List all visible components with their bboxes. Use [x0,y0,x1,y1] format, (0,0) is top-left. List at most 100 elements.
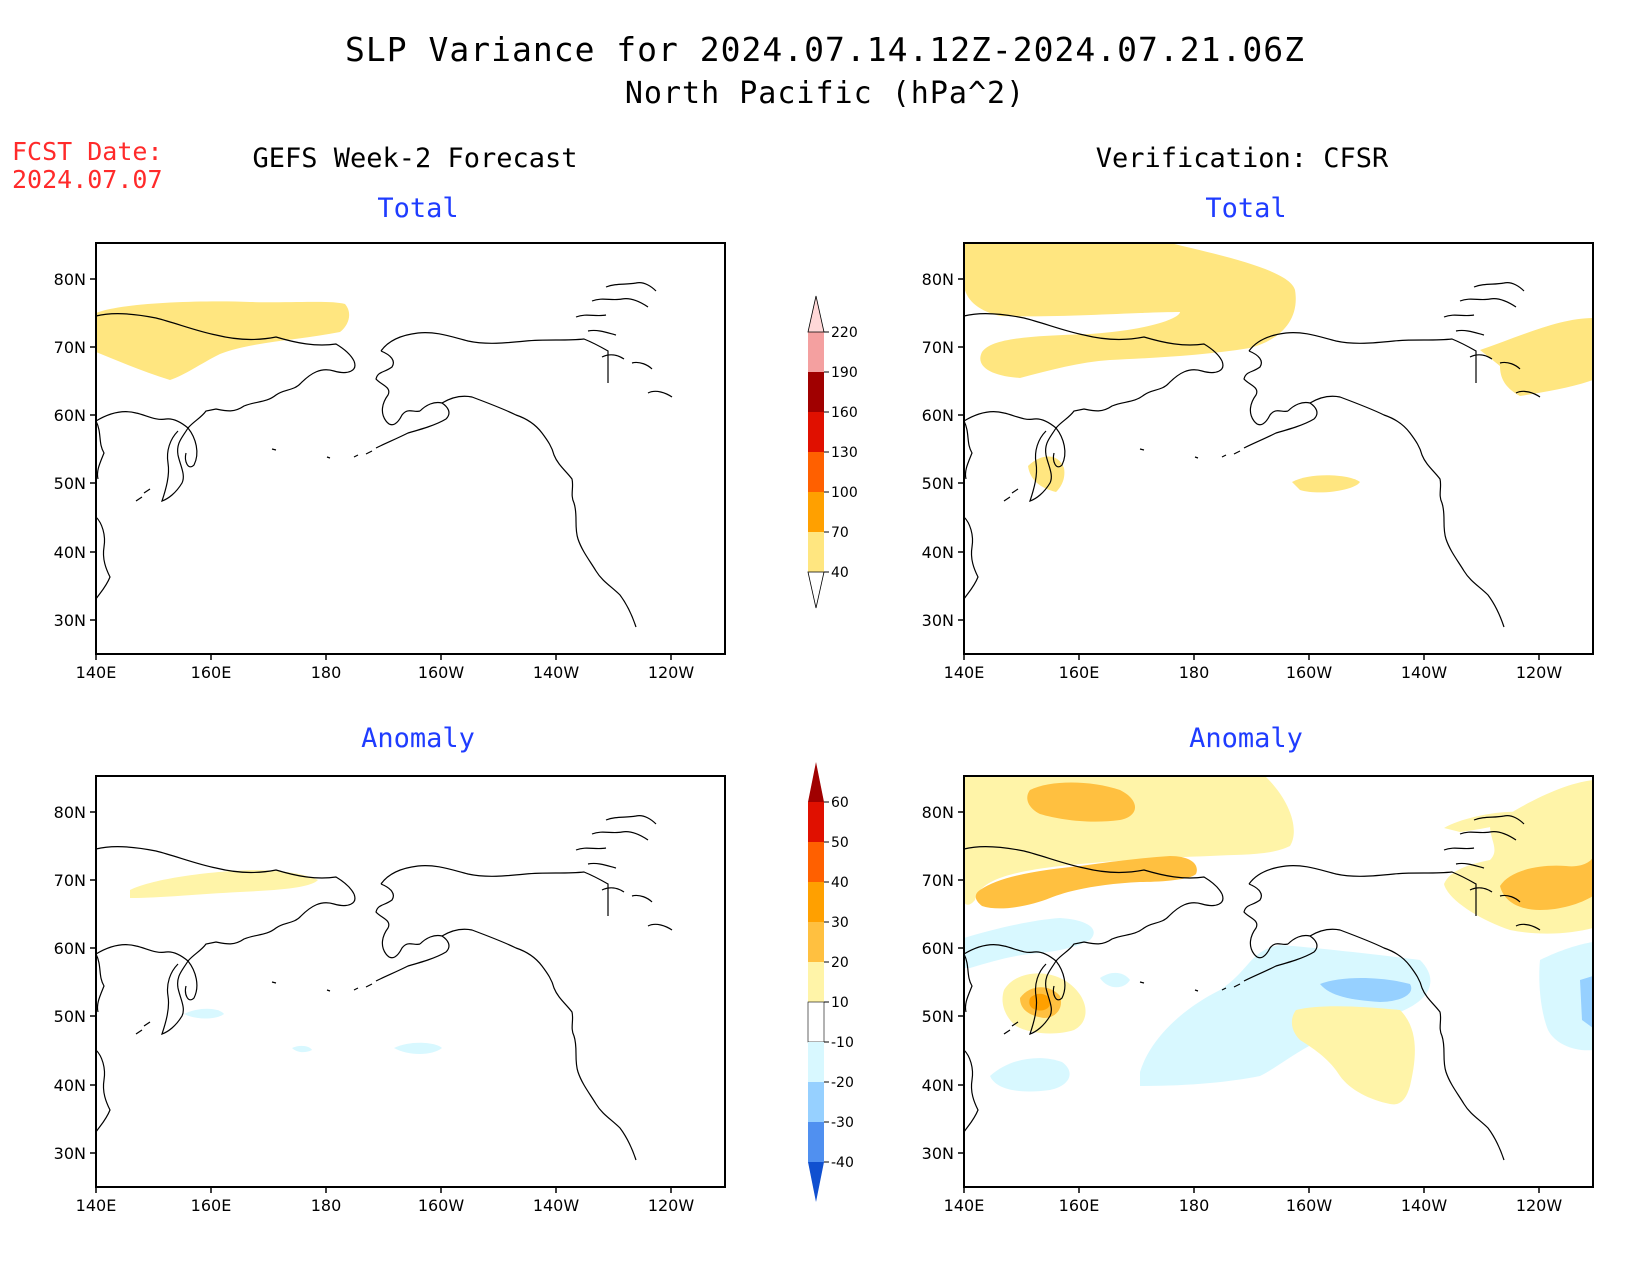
colorbar-anomaly-box [808,922,824,962]
lat-tick-label: 50N [922,474,954,493]
verification-anomaly-neg10-mid [1100,972,1130,988]
panel-title-forecast-total: Total [377,193,459,224]
lat-tick-label: 60N [922,939,954,958]
map-forecast-total [95,242,726,655]
verification-total-contour-40-a [964,243,1296,378]
lon-tick-label: 160W [418,1196,465,1215]
colorbar-total-bottom-triangle [807,571,825,609]
map-forecast-anomaly [95,775,726,1188]
frame-verification-total [963,242,1594,655]
lon-tick-label: 120W [1516,1196,1563,1215]
colorbar-total-box [808,492,824,532]
verification-total-contour-40-c [1028,456,1065,492]
lon-tick-label: 140W [1401,663,1448,682]
lat-tick-label: 60N [54,406,86,425]
map-verification-anomaly [963,775,1594,1188]
coastline-forecast-anomaly [95,815,673,1161]
lat-tick-label: 70N [922,871,954,890]
lat-tick-label: 80N [54,803,86,822]
verification-total-contour-40-d [1292,475,1360,493]
lon-tick-label: 140W [533,663,580,682]
verification-anomaly-neg20-east [1580,976,1593,1028]
colorbar-anomaly: 60 50 40 30 20 10 -10 -20 -30 -40 [807,762,854,1202]
verification-anomaly-pos10-ne [1444,780,1593,934]
panel-title-forecast-anomaly: Anomaly [361,723,475,754]
frame-verification-anomaly [963,775,1594,1188]
colorbar-total-label: 160 [831,405,858,421]
colorbar-total-top-triangle [807,295,825,333]
colorbar-anomaly-label: 50 [831,835,849,851]
colorbar-anomaly-box [807,1001,825,1043]
lat-tick-label: 80N [922,270,954,289]
colorbar-total-label: 130 [831,445,858,461]
forecast-anomaly-contour-neg10-c [292,1045,312,1053]
lat-tick-label: 70N [54,338,86,357]
right-column-title: Verification: CFSR [1095,143,1389,174]
verification-anomaly-neg10-east [1539,942,1593,1051]
colorbar-anomaly-top-triangle [808,762,824,802]
colorbar-anomaly-label: 30 [831,915,849,931]
lat-tick-label: 40N [922,543,954,562]
colorbar-total-box [808,452,824,492]
verification-anomaly-neg20 [1320,978,1412,1002]
chart-subtitle: North Pacific (hPa^2) [624,76,1026,111]
left-column-title: GEFS Week-2 Forecast [252,143,578,174]
lon-tick-label: 120W [648,663,695,682]
colorbar-total-label: 70 [831,525,849,541]
lat-tick-label: 50N [54,1007,86,1026]
colorbar-total-label: 40 [831,565,849,581]
lat-tick-label: 70N [922,338,954,357]
lon-tick-label: 180 [1179,663,1210,682]
colorbar-anomaly-label: 40 [831,875,849,891]
frame-forecast-total [95,242,726,655]
lon-tick-label: 140W [1401,1196,1448,1215]
forecast-anomaly-contour-pos10 [130,870,318,898]
colorbar-anomaly-bottom-triangle [808,1162,824,1202]
lon-tick-label: 160W [1286,663,1333,682]
lat-tick-label: 40N [54,543,86,562]
axis-labels: 80N 70N 60N 50N 40N 30N 140E 160E 180 160W 140W 120… [54,270,1563,1215]
map-verification-total [963,242,1594,655]
colorbar-total: 40 70 100 130 160 190 220 [807,295,858,609]
colorbar-total-box [808,412,824,452]
verification-anomaly-pos20-c [1500,856,1593,910]
lon-tick-label: 180 [1179,1196,1210,1215]
colorbar-anomaly-label: 10 [831,995,849,1011]
lon-tick-label: 120W [1516,663,1563,682]
verification-anomaly-pos30 [1029,993,1051,1011]
forecast-date-label: FCST Date: [12,137,163,166]
colorbar-anomaly-box [808,842,824,882]
colorbar-anomaly-label: -20 [831,1075,854,1091]
lat-tick-label: 80N [922,803,954,822]
verification-total-contour-40-b [1480,318,1593,396]
lat-tick-label: 30N [54,1144,86,1163]
forecast-date-value: 2024.07.07 [12,165,163,194]
lon-tick-label: 160E [191,663,232,682]
colorbar-total-label: 220 [831,325,858,341]
lat-tick-label: 30N [922,1144,954,1163]
lat-tick-label: 60N [54,939,86,958]
verification-anomaly-neg10-sw [990,1058,1070,1092]
lat-tick-label: 70N [54,871,86,890]
forecast-total-contour-40 [96,301,350,380]
lon-tick-label: 120W [648,1196,695,1215]
colorbar-anomaly-box [808,1122,824,1162]
lon-tick-label: 140E [76,663,117,682]
frame-forecast-anomaly [95,775,726,1188]
lat-tick-label: 50N [54,474,86,493]
colorbar-total-label: 100 [831,485,858,501]
lat-tick-label: 40N [54,1076,86,1095]
lon-tick-label: 160E [1059,1196,1100,1215]
colorbar-anomaly-label: 20 [831,955,849,971]
colorbar-total-label: 190 [831,365,858,381]
chart-title: SLP Variance for 2024.07.14.12Z-2024.07.… [345,30,1305,69]
panel-title-verification-anomaly: Anomaly [1189,723,1303,754]
colorbar-total-box [808,372,824,412]
colorbar-anomaly-box [808,962,824,1002]
colorbar-total-box [808,532,824,572]
lat-tick-label: 30N [922,611,954,630]
lat-tick-label: 40N [922,1076,954,1095]
lon-tick-label: 140W [533,1196,580,1215]
colorbar-anomaly-label: 60 [831,795,849,811]
